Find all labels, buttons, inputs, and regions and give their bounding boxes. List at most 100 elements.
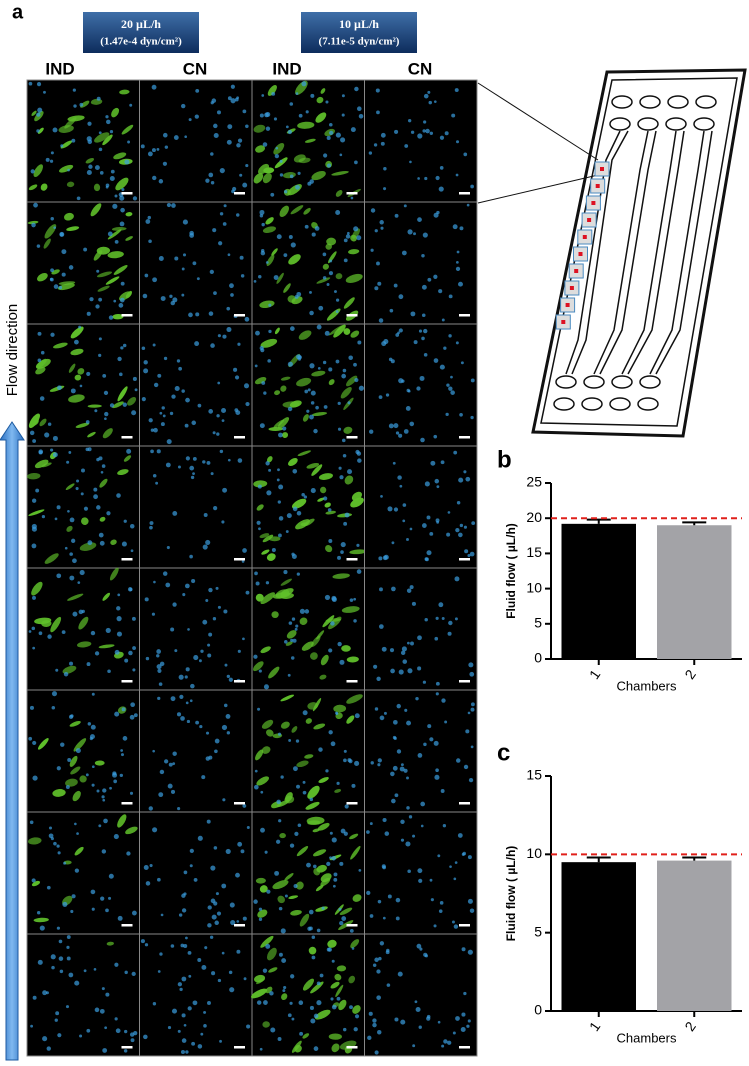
cell-nucleus (147, 215, 151, 220)
cell-nucleus (268, 303, 272, 307)
cell-nucleus (69, 661, 74, 666)
cell-body (102, 428, 113, 439)
cell-nucleus (288, 739, 292, 742)
cell-nucleus (339, 475, 344, 480)
cell-nucleus (347, 758, 352, 763)
cell-body (279, 833, 286, 839)
cell-nucleus (383, 338, 389, 345)
cell-nucleus (349, 598, 354, 602)
cell-nucleus (243, 383, 250, 389)
cell-body (287, 295, 296, 303)
cell-nucleus (328, 271, 334, 276)
cell-nucleus (166, 545, 170, 550)
cell-nucleus (453, 924, 459, 929)
cell-body (322, 263, 329, 270)
cell-nucleus (28, 81, 33, 86)
cell-nucleus (254, 571, 258, 576)
cell-nucleus (50, 277, 54, 282)
cell-nucleus (67, 168, 70, 172)
cell-nucleus (216, 414, 220, 418)
cell-nucleus (402, 519, 406, 523)
cell-nucleus (221, 951, 225, 955)
cell-nucleus (358, 385, 364, 391)
cell-nucleus (141, 397, 146, 402)
micrograph (251, 567, 365, 691)
cell-nucleus (221, 407, 227, 413)
cell-nucleus (32, 595, 36, 600)
cell-nucleus (152, 343, 156, 347)
cell-nucleus (340, 828, 346, 834)
cell-nucleus (75, 486, 79, 491)
cell-nucleus (222, 334, 227, 339)
cell-nucleus (207, 1000, 211, 1005)
cell-nucleus (305, 110, 309, 114)
cell-nucleus (174, 256, 179, 261)
micrograph (139, 811, 253, 935)
cell-body (260, 646, 271, 654)
cell-body (52, 789, 66, 797)
cell-nucleus (405, 406, 411, 411)
cell-nucleus (226, 306, 231, 311)
cell-nucleus (48, 826, 52, 830)
cell-nucleus (467, 1019, 471, 1023)
cell-nucleus (376, 261, 380, 266)
cell-body (325, 510, 336, 515)
cell-nucleus (264, 112, 269, 118)
cell-nucleus (436, 485, 440, 489)
cell-body (350, 845, 361, 860)
cell-nucleus (387, 894, 392, 899)
chip-cell (587, 218, 592, 222)
cell-nucleus (91, 907, 95, 911)
cell-nucleus (275, 839, 281, 844)
scale-bar (234, 680, 245, 683)
cell-nucleus (156, 147, 160, 151)
cell-body (313, 868, 321, 876)
cell-nucleus (216, 110, 221, 115)
cell-nucleus (229, 902, 235, 908)
cell-nucleus (339, 153, 343, 157)
cell-nucleus (378, 318, 384, 323)
cell-nucleus (331, 595, 337, 601)
cell-nucleus (400, 838, 405, 842)
cell-nucleus (117, 593, 121, 597)
cell-body (307, 785, 320, 799)
cell-nucleus (416, 386, 421, 391)
scale-bar (459, 802, 470, 805)
cell-nucleus (297, 171, 301, 175)
cell-nucleus (240, 849, 245, 854)
cell-nucleus (331, 1004, 337, 1010)
cell-nucleus (357, 458, 362, 463)
cell-nucleus (292, 468, 298, 474)
cell-nucleus (157, 877, 161, 882)
cell-body (43, 238, 51, 249)
cell-nucleus (223, 609, 228, 614)
cell-nucleus (122, 343, 127, 348)
cell-nucleus (177, 1029, 181, 1033)
cell-nucleus (340, 542, 346, 548)
cell-nucleus (261, 94, 265, 97)
cell-nucleus (328, 730, 333, 735)
cell-nucleus (287, 129, 293, 135)
cell-nucleus (461, 852, 465, 856)
y-tick-label: 0 (534, 650, 542, 666)
scale-bar (234, 192, 245, 195)
cell-nucleus (114, 1017, 118, 1021)
cell-nucleus (377, 899, 382, 904)
cell-nucleus (366, 830, 370, 834)
cell-nucleus (109, 130, 114, 134)
cell-body (346, 715, 355, 724)
cell-nucleus (171, 203, 176, 208)
cell-nucleus (337, 641, 342, 647)
cell-nucleus (455, 341, 459, 345)
cell-nucleus (461, 1012, 466, 1017)
cell-nucleus (396, 749, 402, 754)
cell-nucleus (105, 908, 109, 913)
cell-nucleus (189, 233, 195, 238)
cell-nucleus (315, 405, 319, 410)
cell-body (315, 884, 324, 892)
cell-nucleus (55, 1011, 60, 1016)
cell-nucleus (278, 906, 283, 911)
cell-body (115, 177, 129, 191)
cell-nucleus (182, 253, 187, 257)
cell-nucleus (416, 943, 422, 949)
